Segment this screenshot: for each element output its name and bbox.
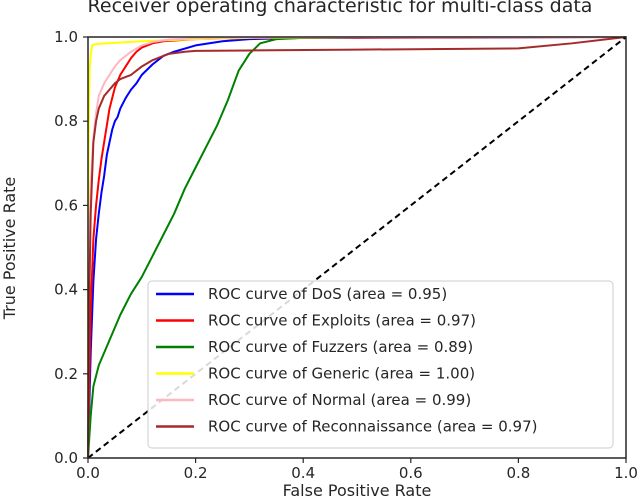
legend-label-3: ROC curve of Generic (area = 1.00) [208, 365, 475, 383]
x-tick-label: 0.8 [506, 464, 530, 482]
roc-series-line-2 [87, 36, 626, 459]
x-tick-label: 0.4 [291, 464, 315, 482]
legend-label-5: ROC curve of Reconnaissance (area = 0.97… [208, 418, 538, 436]
y-tick-label: 0.4 [54, 281, 78, 299]
plot-frame [87, 36, 627, 459]
x-tick-label: 0.2 [184, 464, 208, 482]
roc-series-line-5 [87, 36, 627, 459]
legend-label-0: ROC curve of DoS (area = 0.95) [208, 285, 447, 303]
x-tick-label: 1.0 [614, 464, 638, 482]
y-axis-title: True Positive Rate [0, 177, 19, 321]
y-tick-label: 0.0 [54, 449, 78, 467]
x-tick-label: 0.0 [76, 464, 100, 482]
y-tick-label: 0.6 [54, 196, 78, 214]
legend-label-1: ROC curve of Exploits (area = 0.97) [208, 312, 476, 330]
x-axis-title: False Positive Rate [283, 481, 432, 500]
x-tick-label: 0.6 [399, 464, 423, 482]
chart-title: Receiver operating characteristic for mu… [88, 0, 593, 17]
y-axis-ticks: 0.0 0.2 0.4 0.6 0.8 1.0 [54, 28, 88, 467]
legend: ROC curve of DoS (area = 0.95) ROC curve … [147, 280, 614, 449]
y-tick-label: 1.0 [54, 28, 78, 46]
roc-series-line-4 [87, 36, 626, 459]
x-axis-ticks: 0.0 0.2 0.4 0.6 0.8 1.0 [76, 458, 638, 482]
legend-label-4: ROC curve of Normal (area = 0.99) [208, 391, 471, 409]
legend-box [147, 280, 614, 449]
y-tick-label: 0.8 [54, 112, 78, 130]
y-tick-label: 0.2 [54, 365, 78, 383]
roc-series-line-0 [87, 36, 627, 459]
legend-label-2: ROC curve of Fuzzers (area = 0.89) [208, 338, 473, 356]
